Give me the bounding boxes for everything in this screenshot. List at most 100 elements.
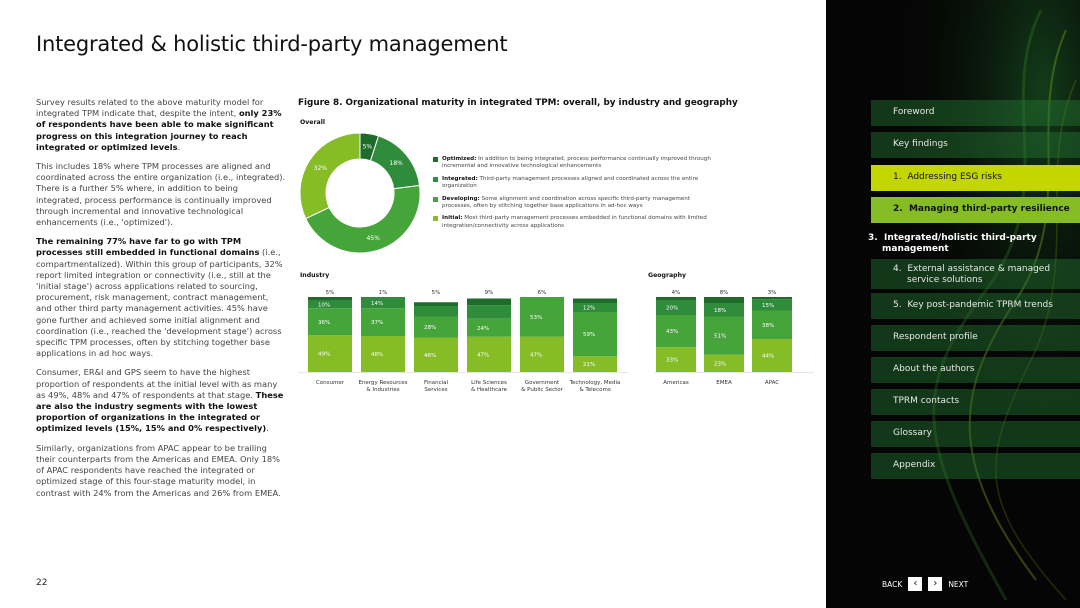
bar-segment-integrated <box>361 297 405 309</box>
page-title: Integrated & holistic third-party manage… <box>36 32 508 56</box>
bar-value-label: 53% <box>530 315 542 321</box>
paragraph-4: Consumer, ER&I and GPS seem to have the … <box>36 367 284 434</box>
bar-value-label: 18% <box>714 308 726 314</box>
legend-description: Third-party management processes aligned… <box>442 175 699 190</box>
legend-description: Most third-party management processes em… <box>442 215 707 229</box>
page-navigation: BACK ‹ › NEXT <box>882 577 968 591</box>
bar-value-label: 59% <box>583 332 595 338</box>
category-label: Financial <box>424 380 449 386</box>
industry-stacked-bar-chart: 49% 36% 10% 5% Consumer 48% 37% 14% 1% Energy Res… <box>298 290 628 393</box>
bar-segment-optimized <box>361 297 405 298</box>
bar-segment-integrated <box>752 299 792 311</box>
bar-value-label: 47% <box>477 352 489 358</box>
back-label[interactable]: BACK <box>882 579 903 589</box>
category-label: & Industries <box>366 387 399 393</box>
bar-segment-integrated <box>467 305 511 319</box>
legend-item: Optimized: In addition to being integrat… <box>433 156 713 171</box>
bar-top-label: 5% <box>432 290 441 296</box>
category-label: & Healthcare <box>471 387 508 393</box>
bar-value-label: 48% <box>371 352 383 358</box>
bar-value-label: 23% <box>714 361 726 367</box>
category-label: Life Sciences <box>471 380 507 386</box>
bar-segment-developing <box>308 308 352 336</box>
decorative-glow-background <box>826 0 1080 608</box>
category-label: & Telecoms <box>579 387 611 393</box>
legend-term: Developing: <box>442 195 480 202</box>
donut-slice-label: 18% <box>390 160 404 167</box>
legend-term: Initial: <box>442 215 463 222</box>
bar-top-label: 4% <box>672 290 681 296</box>
category-label: Americas <box>663 380 689 386</box>
report-page: Integrated & holistic third-party manage… <box>36 32 814 588</box>
bar-segment-initial <box>520 336 564 372</box>
nav-tprm-contacts[interactable]: TPRM contacts <box>871 389 1080 415</box>
category-label: Technology, Media <box>569 380 621 386</box>
bar-top-label: 1% <box>379 290 388 296</box>
nav-third-party-resilience[interactable]: 2. Managing third-party resilience <box>871 197 1080 223</box>
nav-foreword[interactable]: Foreword <box>871 100 1080 126</box>
bar-segment-optimized <box>656 297 696 300</box>
bar-value-label: 33% <box>666 358 678 364</box>
nav-addressing-esg-risks[interactable]: 1. Addressing ESG risks <box>871 165 1080 191</box>
geography-stacked-bar-chart: 33% 43% 20% 4% Americas 23% 51% 18% 8% EMEA 44% 38%… <box>654 290 814 386</box>
bar-segment-integrated <box>573 303 617 312</box>
bar-value-label: 47% <box>530 352 542 358</box>
overall-donut-chart: 5% 18% 45% 32% <box>299 132 421 254</box>
bar-segment-optimized <box>573 298 617 303</box>
legend-item: Initial: Most third-party management pro… <box>433 215 713 230</box>
bar-top-label: 5% <box>326 290 335 296</box>
next-label[interactable]: NEXT <box>948 579 969 589</box>
bar-top-label: 3% <box>768 290 777 296</box>
bar-segment-initial <box>573 356 617 372</box>
category-label: Government <box>525 380 560 386</box>
bar-segment-initial <box>704 354 744 372</box>
bar-segment-integrated <box>414 306 458 317</box>
bar-segment-initial <box>656 347 696 372</box>
page-number: 22 <box>36 578 48 588</box>
nav-external-assistance[interactable]: 4. External assistance & managed service … <box>871 259 1080 289</box>
category-label: & Public Sector <box>521 387 563 393</box>
bar-segment-initial <box>752 339 792 372</box>
bar-value-label: 38% <box>762 323 774 329</box>
bar-value-label: 49% <box>318 352 330 358</box>
nav-respondent-profile[interactable]: Respondent profile <box>871 325 1080 351</box>
bar-segment-initial <box>467 336 511 372</box>
bar-segment-developing <box>752 310 792 339</box>
bar-segment-developing <box>361 308 405 336</box>
paragraph-2: This includes 18% where TPM processes ar… <box>36 161 286 228</box>
paragraph-1: Survey results related to the above matu… <box>36 97 282 152</box>
nav-about-the-authors[interactable]: About the authors <box>871 357 1080 383</box>
bar-segment-developing <box>573 312 617 357</box>
bar-segment-optimized <box>704 297 744 303</box>
bar-segment-developing <box>467 318 511 337</box>
bar-segment-developing <box>414 316 458 338</box>
category-label: EMEA <box>716 380 732 386</box>
paragraph-3: The remaining 77% have far to go with TP… <box>36 236 283 359</box>
back-arrow-icon[interactable]: ‹ <box>908 577 923 591</box>
legend-swatch <box>433 157 438 162</box>
category-label: Consumer <box>316 380 345 386</box>
bar-segment-optimized <box>752 297 792 300</box>
bar-value-label: 10% <box>318 303 330 309</box>
nav-post-pandemic-trends[interactable]: 5. Key post-pandemic TPRM trends <box>871 293 1080 319</box>
nav-integrated-tpm-current[interactable]: 3. Integrated/holistic third-party manage… <box>868 233 1037 254</box>
overall-label: Overall <box>300 119 325 126</box>
bar-top-label: 9% <box>485 290 494 296</box>
bar-segment-developing <box>704 316 744 355</box>
bar-value-label: 51% <box>714 334 726 340</box>
bar-segment-optimized <box>414 302 458 306</box>
chart-legend: Optimized: In addition to being integrat… <box>433 156 713 235</box>
legend-description: Some alignment and coordination across s… <box>442 195 690 210</box>
bar-value-label: 15% <box>762 303 774 309</box>
geography-label: Geography <box>648 272 687 279</box>
nav-appendix[interactable]: Appendix <box>871 453 1080 479</box>
bar-value-label: 12% <box>583 306 595 312</box>
nav-key-findings[interactable]: Key findings <box>871 132 1080 158</box>
bar-value-label: 28% <box>424 325 436 331</box>
legend-term: Integrated: <box>442 175 478 182</box>
bar-segment-initial <box>414 337 458 372</box>
next-arrow-icon[interactable]: › <box>928 577 943 591</box>
legend-swatch <box>433 196 438 202</box>
paragraph-5: Similarly, organizations from APAC appea… <box>36 442 281 498</box>
nav-glossary[interactable]: Glossary <box>871 421 1080 447</box>
